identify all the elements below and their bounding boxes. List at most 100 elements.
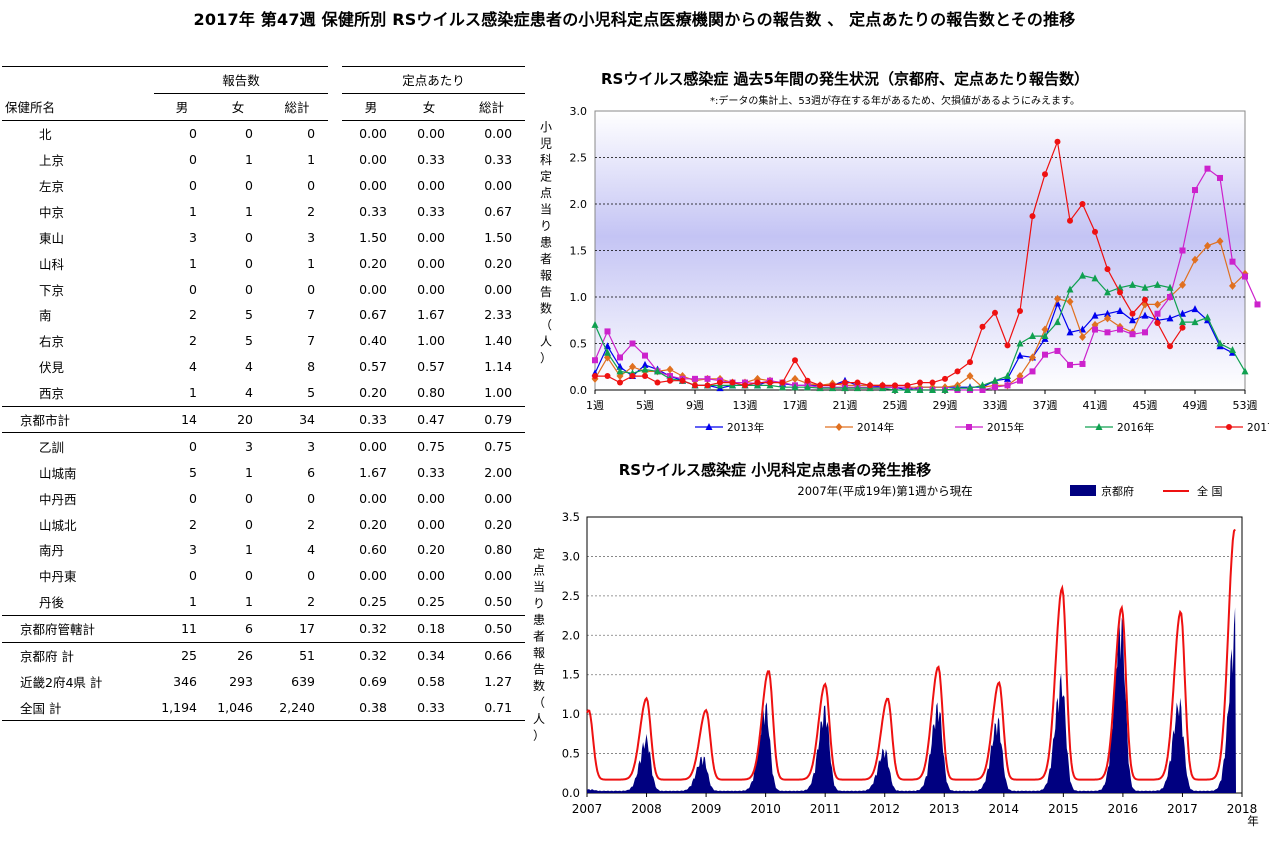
data-point <box>791 383 799 391</box>
chart2-x-tick-label: 2014 <box>989 802 1020 816</box>
svg-text:り: り <box>533 597 545 611</box>
chart2-y-tick-label: 0.0 <box>562 786 580 800</box>
data-point <box>1091 274 1099 282</box>
data-point <box>954 368 961 375</box>
table-cell: 0.00 <box>359 490 388 506</box>
table-cell: 1 <box>154 379 210 407</box>
station-name: 南丹 <box>39 543 65 559</box>
data-point <box>904 382 911 389</box>
data-point <box>1129 331 1136 338</box>
table-row: 東山 3 0 3 1.50 0.00 1.50 <box>2 224 525 250</box>
column-header-total-per: 総計 <box>458 93 526 121</box>
data-point <box>1066 328 1074 336</box>
svg-text:人: 人 <box>533 712 545 726</box>
table-cell: 0.80 <box>400 379 459 407</box>
table-cell: 0.20 <box>359 255 388 271</box>
data-point <box>1167 294 1173 300</box>
station-name: 右京 <box>39 334 65 350</box>
table-cell: 0.69 <box>359 673 388 689</box>
data-point <box>642 352 648 359</box>
data-point <box>1192 187 1198 194</box>
data-point <box>692 375 698 382</box>
data-point <box>1179 318 1186 326</box>
data-point <box>1091 311 1099 319</box>
data-point <box>829 382 836 389</box>
chart1-y-tick-label: 2.0 <box>570 198 588 211</box>
chart2-y-tick-label: 3.0 <box>562 549 580 563</box>
data-point <box>1166 283 1174 291</box>
data-point <box>767 379 773 386</box>
table-cell: 0 <box>189 568 197 584</box>
data-point <box>592 357 598 364</box>
data-point <box>891 386 899 393</box>
chart2-x-tick-label: 2011 <box>810 802 841 816</box>
data-point <box>929 386 936 393</box>
chart1-x-tick-label: 13週 <box>733 399 758 412</box>
data-point <box>1166 314 1174 322</box>
data-point <box>804 383 811 391</box>
column-header-station: 保健所名 <box>2 93 154 121</box>
data-point <box>1142 296 1148 303</box>
table-cell: 2.33 <box>484 307 513 323</box>
data-point <box>604 348 611 356</box>
data-point <box>1141 283 1149 291</box>
table-cell: 2 <box>189 333 197 349</box>
svg-text:定: 定 <box>533 546 545 561</box>
data-point <box>1067 217 1073 224</box>
table-cell: 0.00 <box>484 126 513 142</box>
chart2-y-tick-label: 0.5 <box>562 747 580 761</box>
group-header-count: 報告数 <box>154 66 329 94</box>
table-cell: 0 <box>189 126 197 142</box>
table-cell: 0 <box>189 281 197 297</box>
data-point <box>942 375 948 382</box>
chart2-subtitle: 2007年(平成19年)第1週から現在 <box>797 484 972 498</box>
table-cell: 25 <box>181 648 197 664</box>
data-point <box>642 373 648 380</box>
data-point <box>1217 174 1223 181</box>
data-point <box>841 384 849 392</box>
table-cell: 1,046 <box>210 694 266 722</box>
column-header-male-per: 男 <box>342 93 401 121</box>
table-row: 西京 1 4 5 0.20 0.80 1.00 <box>2 379 526 407</box>
table-cell: 4 <box>210 379 266 407</box>
chart1-y-tick-label: 1.0 <box>570 291 588 304</box>
page-title: 2017年 第47週 保健所別 RSウイルス感染症患者の小児科定点医療機関からの… <box>193 10 1076 29</box>
data-point <box>867 382 873 389</box>
svg-text:（: （ <box>540 318 552 332</box>
table-cell: 0.00 <box>417 126 446 142</box>
chart1-x-tick-label: 25週 <box>883 399 908 412</box>
table-cell: 0.00 <box>359 438 388 454</box>
data-point <box>1229 258 1236 265</box>
svg-text:児: 児 <box>540 137 552 151</box>
station-name: 全国 計 <box>2 694 154 722</box>
data-point <box>1042 351 1048 358</box>
data-point <box>1179 280 1186 289</box>
table-cell: 0.00 <box>417 516 446 532</box>
report-table: 報告数 定点あたり 保健所名 男 女 総計 男 女 総計 北 0 0 0 0.00 0.0… <box>2 66 526 722</box>
table-cell: 0 <box>245 178 253 193</box>
chart2-y-tick-label: 1.5 <box>562 668 580 682</box>
table-cell: 0.40 <box>359 333 388 349</box>
kyoto-area <box>587 607 1236 793</box>
series-2017年 <box>592 138 1186 389</box>
legend-label: 2017年 <box>1247 421 1269 434</box>
table-row: 乙訓 0 3 3 0.00 0.75 0.75 <box>2 433 525 459</box>
chart1-subtitle: *:データの集計上、53週が存在する年があるため、欠損値があるようにみえます。 <box>710 94 1080 107</box>
table-cell: 0.71 <box>458 694 526 722</box>
chart2-x-tick-label: 2018 <box>1227 802 1258 816</box>
data-point <box>1204 241 1211 250</box>
table-cell: 0.00 <box>359 178 388 193</box>
data-point <box>1054 347 1061 354</box>
data-point <box>854 384 861 392</box>
data-point <box>1067 361 1073 368</box>
table-cell: 6 <box>210 615 266 643</box>
chart2-plot-area <box>586 516 1243 794</box>
data-point <box>1066 285 1074 293</box>
table-cell: 6 <box>307 464 316 480</box>
table-cell: 0.32 <box>342 615 401 643</box>
chart2-x-tick-label: 2007 <box>572 802 603 816</box>
table-cell: 0.25 <box>400 588 459 616</box>
data-point <box>1154 310 1161 317</box>
table-cell: 2 <box>266 588 329 616</box>
